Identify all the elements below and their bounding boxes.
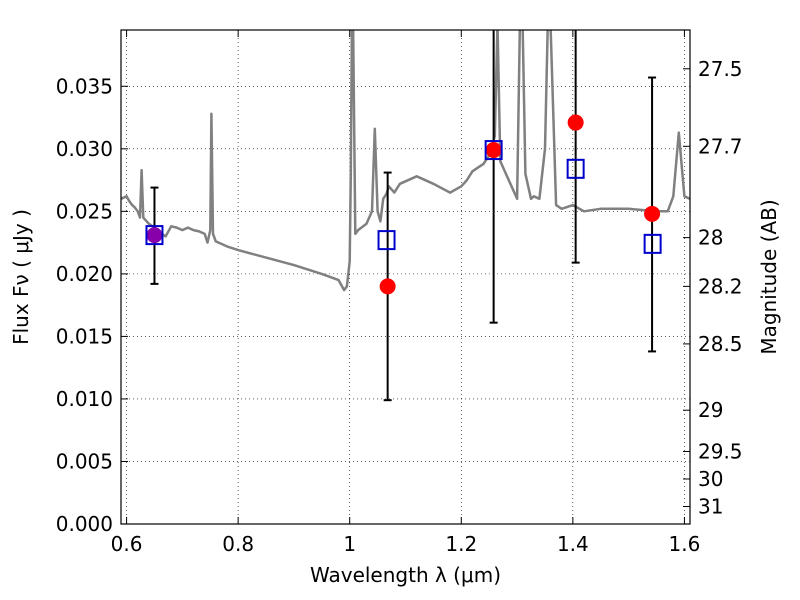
x-tick-label: 0.8 xyxy=(222,532,254,556)
observed-point xyxy=(146,227,163,244)
x-tick-label: 1 xyxy=(343,532,356,556)
x-tick-label: 0.6 xyxy=(111,532,143,556)
right-tick-label: 29 xyxy=(698,398,723,422)
y-axis-title: Flux Fν ( μJy ) xyxy=(9,209,33,345)
observed-point xyxy=(567,114,584,131)
right-tick-label: 28.5 xyxy=(698,332,743,356)
model-point xyxy=(643,233,662,254)
plot-frame xyxy=(120,29,691,525)
y-tick-label: 0.015 xyxy=(56,324,113,348)
grid-lines xyxy=(121,30,690,525)
observed-point xyxy=(644,205,661,222)
y-tick-label: 0.005 xyxy=(56,449,113,473)
y-tick-label: 0.025 xyxy=(56,199,113,223)
y-tick-label: 0.020 xyxy=(56,262,113,286)
y-tick-label: 0.000 xyxy=(56,512,113,536)
x-tick-label: 1.6 xyxy=(669,532,701,556)
observed-point xyxy=(379,278,396,295)
right-tick-label: 27.7 xyxy=(698,134,743,158)
model-point xyxy=(145,225,164,246)
x-tick-label: 1.4 xyxy=(557,532,589,556)
x-tick-label: 1.2 xyxy=(445,532,477,556)
right-tick-label: 31 xyxy=(698,494,723,518)
model-point xyxy=(484,140,503,161)
right-tick-label: 27.5 xyxy=(698,57,743,81)
y-tick-label: 0.030 xyxy=(56,137,113,161)
y-tick-label: 0.035 xyxy=(56,74,113,98)
spectrum-line xyxy=(121,30,690,292)
right-tick-label: 30 xyxy=(698,467,723,491)
model-point xyxy=(566,158,585,179)
right-tick-label: 28.2 xyxy=(698,274,743,298)
axis-ticks: 0.6 0.8 1 1.2 1.4 1.6 0.000 0.005 0.010 0.015 0.02… xyxy=(56,30,743,556)
right-tick-label: 28 xyxy=(698,226,723,250)
series-layer xyxy=(121,30,690,402)
y-tick-label: 0.010 xyxy=(56,387,113,411)
observed-point xyxy=(485,142,502,159)
model-point xyxy=(377,230,396,251)
right-tick-label: 29.5 xyxy=(698,439,743,463)
right-axis-title: Magnitude (AB) xyxy=(757,199,781,354)
x-axis-title: Wavelength λ (μm) xyxy=(310,563,501,587)
